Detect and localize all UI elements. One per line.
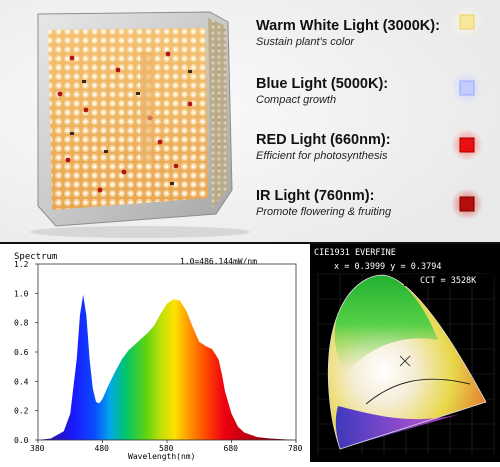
y-tick-label: 0.4	[14, 377, 29, 386]
spectrum-title: Spectrum	[14, 252, 57, 262]
y-tick-label: 0.2	[14, 407, 29, 416]
x-axis-label: Wavelength(nm)	[128, 452, 195, 461]
spectrum-svg: Spectrum 1.0=486.144mW/nm Wavelength(nm)…	[14, 252, 303, 461]
cie-xy: x = 0.3999 y = 0.3794	[334, 262, 441, 272]
spectrum-scale-note: 1.0=486.144mW/nm	[180, 257, 257, 266]
cie-cct: CCT = 3528K	[420, 276, 477, 286]
light-desc: Efficient for photosynthesis	[256, 150, 388, 162]
light-desc: Compact growth	[256, 94, 337, 106]
x-tick-label: 380	[30, 444, 45, 453]
light-title: Blue Light (5000K):	[256, 76, 389, 92]
y-tick-label: 1.0	[14, 289, 29, 298]
light-title: IR Light (760nm):	[256, 188, 375, 204]
cie-diagram: CIE1931 EVERFINE x = 0.3999 y = 0.3794 C…	[310, 244, 500, 462]
blue-led-icon	[451, 72, 483, 104]
x-tick-label: 680	[224, 444, 239, 453]
y-tick-label: 0.8	[14, 319, 29, 328]
spectrum-chart: Spectrum 1.0=486.144mW/nm Wavelength(nm)…	[0, 244, 310, 462]
x-ticks: 380 480 580 680 780	[30, 440, 303, 453]
x-tick-label: 780	[288, 444, 303, 453]
light-item-warm-white: Warm White Light (3000K): Sustain plant'…	[256, 18, 500, 48]
measurement-marker	[399, 355, 411, 367]
led-icons	[451, 6, 483, 220]
x-tick-label: 580	[159, 444, 174, 453]
planckian-locus	[365, 378, 471, 405]
cie-gamut	[327, 274, 487, 450]
section-divider	[0, 242, 500, 244]
light-desc: Promote flowering & fruiting	[256, 206, 392, 218]
product-photo	[0, 0, 500, 242]
light-item-blue: Blue Light (5000K): Compact growth	[256, 76, 500, 106]
x-tick-label: 480	[95, 444, 110, 453]
y-tick-label: 1.2	[14, 260, 29, 269]
light-title: RED Light (660nm):	[256, 132, 391, 148]
y-tick-label: 0.6	[14, 348, 29, 357]
product-banner: Warm White Light (3000K): Sustain plant'…	[0, 0, 500, 242]
warm-white-led-icon	[451, 6, 483, 38]
y-ticks: 0.0 0.2 0.4 0.6 0.8 1.0 1.2	[14, 260, 38, 445]
light-item-ir: IR Light (760nm): Promote flowering & fr…	[256, 188, 500, 218]
light-item-red: RED Light (660nm): Efficient for photosy…	[256, 132, 500, 162]
spectrum-area	[38, 294, 296, 440]
cie-svg: CIE1931 EVERFINE x = 0.3999 y = 0.3794 C…	[310, 244, 500, 462]
cie-title: CIE1931 EVERFINE	[314, 248, 396, 258]
y-tick-label: 0.0	[14, 436, 29, 445]
light-title: Warm White Light (3000K):	[256, 18, 440, 34]
plot-frame	[37, 263, 297, 441]
red-led-icon	[451, 129, 483, 161]
ir-led-icon	[451, 188, 483, 220]
light-desc: Sustain plant's color	[256, 36, 355, 48]
